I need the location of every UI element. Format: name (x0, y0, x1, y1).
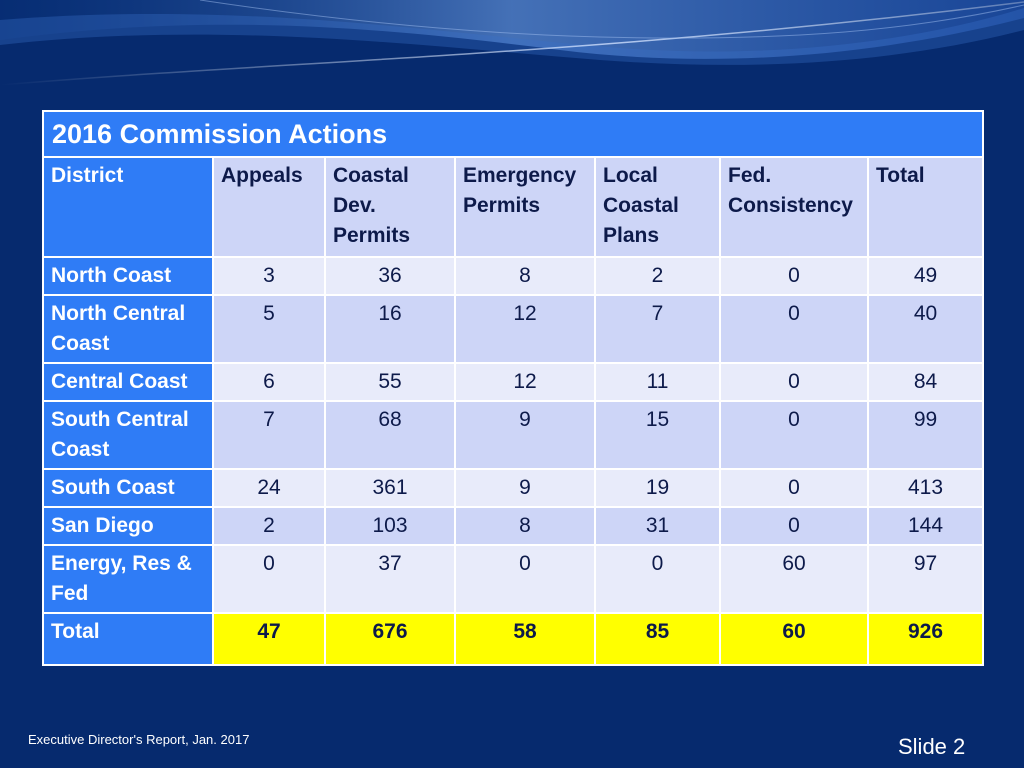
cell-total: 84 (866, 362, 985, 402)
cell-coastal-dev: 68 (324, 400, 456, 470)
cell-appeals: 0 (212, 544, 326, 614)
cell-local-coastal: 19 (594, 468, 721, 508)
table-header-row: District Appeals Coastal Dev. Permits Em… (42, 156, 985, 258)
cell-appeals: 2 (212, 506, 326, 546)
row-district: San Diego (42, 506, 214, 546)
header-coastal-dev-permits: Coastal Dev. Permits (324, 156, 456, 258)
cell-fed-consistency: 0 (719, 468, 869, 508)
cell-coastal-dev: 37 (324, 544, 456, 614)
cell-coastal-dev: 103 (324, 506, 456, 546)
cell-local-coastal: 0 (594, 544, 721, 614)
table-row: North Coast 3 36 8 2 0 49 (42, 256, 985, 296)
cell-appeals: 7 (212, 400, 326, 470)
commission-actions-table: 2016 Commission Actions District Appeals… (41, 110, 985, 666)
cell-fed-consistency: 0 (719, 256, 869, 296)
header-appeals: Appeals (212, 156, 326, 258)
totals-row: Total 47 676 58 85 60 926 (42, 612, 985, 666)
footer-report-label: Executive Director's Report, Jan. 2017 (28, 732, 250, 747)
row-district: Energy, Res & Fed (42, 544, 214, 614)
table-row: South Central Coast 7 68 9 15 0 99 (42, 400, 985, 470)
header-emergency-permits: Emergency Permits (454, 156, 596, 258)
row-district: North Coast (42, 256, 214, 296)
cell-emergency: 12 (454, 294, 596, 364)
table-row: Central Coast 6 55 12 11 0 84 (42, 362, 985, 402)
cell-coastal-dev: 36 (324, 256, 456, 296)
cell-coastal-dev: 55 (324, 362, 456, 402)
table-row: South Coast 24 361 9 19 0 413 (42, 468, 985, 508)
table-row: North Central Coast 5 16 12 7 0 40 (42, 294, 985, 364)
header-fed-consistency: Fed. Consistency (719, 156, 869, 258)
cell-total: 40 (866, 294, 985, 364)
totals-label: Total (42, 612, 214, 666)
cell-emergency: 9 (454, 400, 596, 470)
row-district: South Coast (42, 468, 214, 508)
cell-appeals: 5 (212, 294, 326, 364)
table-row: Energy, Res & Fed 0 37 0 0 60 97 (42, 544, 985, 614)
cell-coastal-dev: 361 (324, 468, 456, 508)
row-district: Central Coast (42, 362, 214, 402)
total-coastal-dev: 676 (324, 612, 456, 666)
cell-emergency: 8 (454, 256, 596, 296)
cell-total: 97 (866, 544, 985, 614)
cell-total: 99 (866, 400, 985, 470)
cell-emergency: 12 (454, 362, 596, 402)
cell-emergency: 9 (454, 468, 596, 508)
total-emergency: 58 (454, 612, 596, 666)
total-total: 926 (866, 612, 985, 666)
commission-actions-table-wrap: 2016 Commission Actions District Appeals… (41, 110, 985, 666)
table-title-row: 2016 Commission Actions (41, 110, 985, 158)
cell-appeals: 6 (212, 362, 326, 402)
cell-total: 413 (866, 468, 985, 508)
cell-local-coastal: 31 (594, 506, 721, 546)
cell-emergency: 8 (454, 506, 596, 546)
cell-fed-consistency: 0 (719, 294, 869, 364)
total-local-coastal: 85 (594, 612, 721, 666)
cell-fed-consistency: 0 (719, 400, 869, 470)
cell-fed-consistency: 60 (719, 544, 869, 614)
table-row: San Diego 2 103 8 31 0 144 (42, 506, 985, 546)
cell-emergency: 0 (454, 544, 596, 614)
cell-local-coastal: 11 (594, 362, 721, 402)
cell-total: 144 (866, 506, 985, 546)
total-appeals: 47 (212, 612, 326, 666)
header-local-coastal-plans: Local Coastal Plans (594, 156, 721, 258)
cell-coastal-dev: 16 (324, 294, 456, 364)
cell-appeals: 24 (212, 468, 326, 508)
cell-fed-consistency: 0 (719, 362, 869, 402)
cell-local-coastal: 15 (594, 400, 721, 470)
background-swoosh (0, 0, 1024, 86)
cell-fed-consistency: 0 (719, 506, 869, 546)
cell-appeals: 3 (212, 256, 326, 296)
cell-total: 49 (866, 256, 985, 296)
cell-local-coastal: 2 (594, 256, 721, 296)
header-total: Total (866, 156, 985, 258)
slide-number: Slide 2 (898, 734, 966, 759)
table-title: 2016 Commission Actions (41, 110, 985, 158)
row-district: North Central Coast (42, 294, 214, 364)
header-district: District (42, 156, 214, 258)
total-fed-consistency: 60 (719, 612, 869, 666)
row-district: South Central Coast (42, 400, 214, 470)
cell-local-coastal: 7 (594, 294, 721, 364)
